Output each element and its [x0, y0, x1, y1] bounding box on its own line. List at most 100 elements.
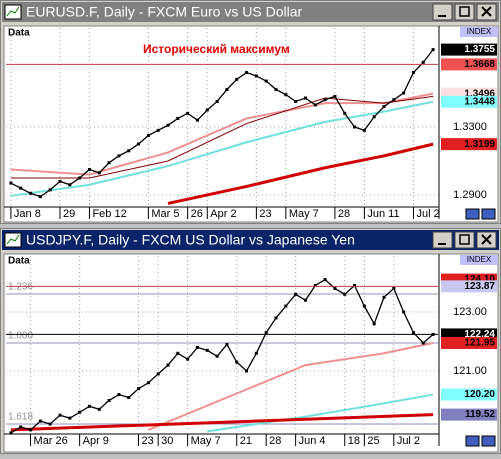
fib-label: 1.236	[8, 282, 33, 293]
fib-label: 1.618	[8, 412, 33, 423]
price-marker-label: 1.3199	[464, 139, 495, 150]
close-mark	[411, 331, 415, 335]
close-mark	[362, 304, 366, 308]
moving-average	[147, 341, 434, 431]
close-mark	[284, 304, 288, 308]
close-mark	[303, 298, 307, 302]
y-tick-label: 123.00	[453, 306, 487, 318]
price-marker-label: 124.10	[464, 274, 495, 285]
x-tick-label: Feb 12	[92, 208, 126, 220]
close-mark	[284, 93, 288, 97]
close-mark	[294, 292, 298, 296]
moving-average	[167, 142, 434, 205]
close-mark	[392, 98, 396, 102]
x-tick-label: 18	[348, 435, 360, 447]
close-mark	[195, 345, 199, 349]
close-mark	[215, 354, 219, 358]
plot-area	[3, 253, 499, 453]
close-mark	[68, 416, 72, 420]
close-mark	[333, 286, 337, 290]
scroll-button[interactable]	[481, 208, 496, 220]
moving-average	[10, 95, 434, 179]
price-marker	[441, 138, 497, 151]
close-mark	[48, 188, 52, 192]
close-mark	[362, 128, 366, 132]
price-marker-label: 121.95	[464, 338, 495, 349]
x-tick-label: 21	[240, 435, 252, 447]
close-mark	[19, 186, 23, 190]
close-mark	[78, 176, 82, 180]
window-min-button[interactable]	[432, 231, 453, 249]
close-mark	[48, 422, 52, 426]
close-mark	[107, 161, 111, 165]
close-mark	[254, 74, 258, 78]
x-tick-label: 26	[191, 208, 203, 220]
close-mark	[343, 111, 347, 115]
close-mark	[313, 103, 317, 107]
price-marker-label: 123.87	[464, 281, 495, 292]
close-mark	[382, 295, 386, 299]
price-marker	[441, 336, 497, 349]
price-marker-label: 122.24	[464, 329, 495, 340]
close-mark	[225, 88, 229, 92]
close-mark	[264, 79, 268, 83]
index-label: INDEX	[467, 27, 492, 36]
price-marker-label: 120.20	[464, 389, 495, 400]
window-icon-line	[6, 6, 20, 17]
data-label: Data	[8, 28, 30, 39]
x-tick-label: May 7	[191, 435, 221, 447]
x-tick-label: 28	[269, 435, 281, 447]
fib-label: 1.000	[8, 331, 33, 342]
x-tick-label: Jul 2	[416, 208, 439, 220]
close-mark	[127, 396, 131, 400]
moving-average	[10, 413, 434, 432]
price-marker	[441, 95, 497, 108]
scroll-button[interactable]	[481, 435, 496, 447]
window-title: EURUSD.F, Daily - FXCM Euro vs US Dollar	[26, 4, 302, 20]
price-marker	[441, 58, 497, 71]
close-mark	[38, 419, 42, 423]
close-mark	[372, 322, 376, 326]
icon	[459, 6, 470, 17]
close-mark	[431, 48, 435, 52]
close-mark	[313, 283, 317, 287]
x-tick-label: 25	[367, 435, 379, 447]
close-mark	[215, 99, 219, 103]
x-tick-label: 28	[338, 208, 350, 220]
close-mark	[78, 410, 82, 414]
close-mark	[87, 167, 91, 171]
close-mark	[205, 348, 209, 352]
close-mark	[402, 91, 406, 95]
close-mark	[127, 149, 131, 153]
close-mark	[274, 88, 278, 92]
x-tick-label: Apr 2	[210, 208, 236, 220]
price-marker	[441, 408, 497, 421]
close-mark	[166, 363, 170, 367]
scroll-button[interactable]	[465, 435, 480, 447]
close-mark	[421, 60, 425, 64]
close-mark	[19, 425, 23, 429]
close-mark	[245, 71, 249, 75]
index-box	[460, 255, 498, 265]
close-mark	[186, 357, 190, 361]
close-mark	[137, 142, 141, 146]
close-mark	[107, 398, 111, 402]
close-mark	[402, 310, 406, 314]
close-mark	[294, 99, 298, 103]
close-mark	[235, 77, 239, 81]
title-bar	[2, 2, 499, 22]
close-mark	[58, 179, 62, 183]
x-tick-label: Jul 2	[397, 435, 420, 447]
close-mark	[353, 283, 357, 287]
close-mark	[97, 407, 101, 411]
price-marker	[441, 388, 497, 401]
close-mark	[353, 125, 357, 129]
scroll-button[interactable]	[465, 208, 480, 220]
window-min-button[interactable]	[432, 3, 453, 21]
close-mark	[9, 181, 13, 185]
close-mark	[137, 387, 141, 391]
close-mark	[117, 154, 121, 158]
x-tick-label: Apr 9	[83, 435, 109, 447]
